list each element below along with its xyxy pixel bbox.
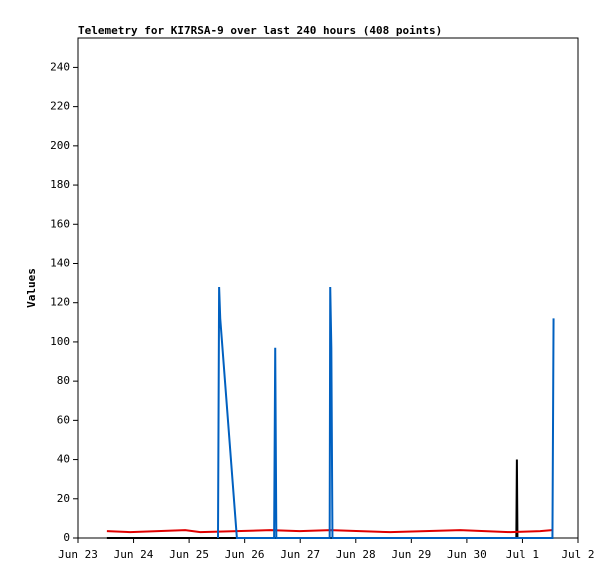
y-tick-label: 240	[50, 60, 70, 73]
series-line	[106, 529, 552, 534]
x-tick-label: Jul 1	[506, 548, 539, 561]
x-tick-label: Jun 26	[225, 548, 265, 561]
y-tick-label: 140	[50, 256, 70, 269]
x-tick-label: Jun 24	[114, 548, 154, 561]
plot-frame	[77, 37, 579, 539]
y-tick-label: 80	[57, 374, 70, 387]
x-tick-label: Jun 28	[336, 548, 376, 561]
y-tick-label: 20	[57, 492, 70, 505]
x-tick-label: Jun 27	[280, 548, 320, 561]
chart-title: Telemetry for KI7RSA-9 over last 240 hou…	[78, 24, 442, 37]
y-tick-label: 0	[63, 531, 70, 544]
y-tick-label: 40	[57, 453, 70, 466]
y-tick-label: 100	[50, 335, 70, 348]
x-tick-label: Jul 2	[561, 548, 594, 561]
x-tick-label: Jun 29	[391, 548, 431, 561]
x-tick-label: Jun 23	[58, 548, 98, 561]
y-tick-label: 120	[50, 296, 70, 309]
y-axis-label: Values	[25, 268, 38, 308]
series-line	[217, 286, 555, 539]
y-tick-label: 220	[50, 100, 70, 113]
x-tick-label: Jun 25	[169, 548, 209, 561]
y-tick-label: 180	[50, 178, 70, 191]
x-tick-label: Jun 30	[447, 548, 487, 561]
y-tick-label: 60	[57, 413, 70, 426]
y-tick-label: 200	[50, 139, 70, 152]
y-tick-label: 160	[50, 217, 70, 230]
